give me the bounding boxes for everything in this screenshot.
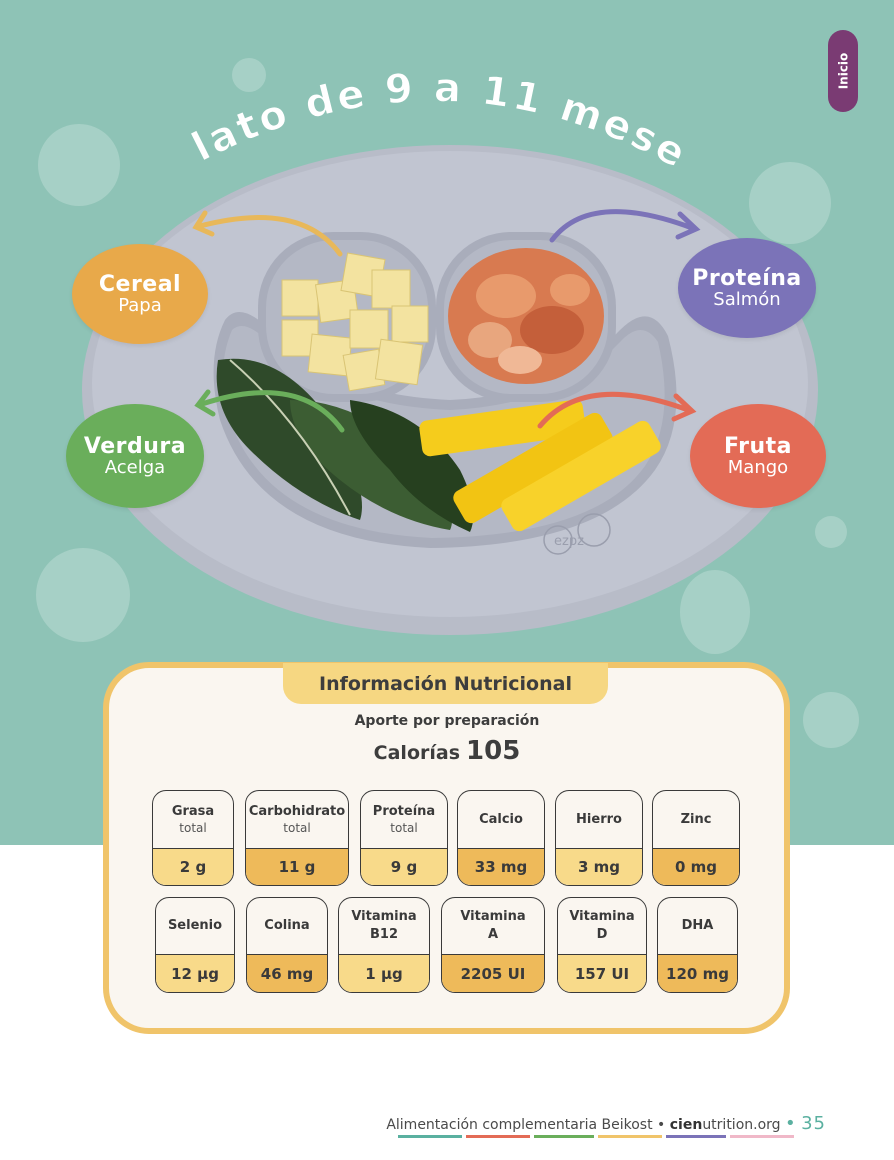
nutrient-box: Selenio 12 µg (155, 897, 235, 993)
nutrient-box: Vitamina A 2205 UI (441, 897, 545, 993)
food-group-cereal: Cereal Papa (72, 244, 208, 344)
food-group-item: Mango (727, 456, 789, 478)
nutrient-box: Proteína total 9 g (360, 790, 448, 886)
footer-brand-rest: utrition.org (702, 1117, 781, 1133)
nutrient-sub: total (179, 821, 207, 836)
nutrient-value: 11 g (246, 848, 348, 885)
nutrition-header: Información Nutricional (283, 663, 608, 704)
nutrient-box: Vitamina B12 1 µg (338, 897, 430, 993)
nutrient-value: 120 mg (658, 954, 737, 992)
nutrient-box: Hierro 3 mg (555, 790, 643, 886)
calories-line: Calorías 105 (0, 736, 894, 766)
nutrient-value: 3 mg (556, 848, 642, 885)
food-group-title: Cereal (98, 271, 182, 297)
calories-value: 105 (466, 736, 521, 766)
nutrient-box: Zinc 0 mg (652, 790, 740, 886)
page-footer: Alimentación complementaria Beikost • ci… (386, 1113, 826, 1134)
calories-label: Calorías (373, 742, 461, 764)
nutrient-value: 46 mg (247, 954, 327, 992)
decor-bubble (36, 548, 130, 642)
plate-logo-text: ezpz (554, 534, 584, 549)
nutrient-sub: B12 (370, 927, 398, 942)
food-group-title: Proteína (692, 265, 802, 291)
food-group-verdura: Verdura Acelga (66, 404, 204, 508)
plate-logo (543, 513, 611, 555)
nutrient-name: Calcio (479, 811, 523, 827)
nutrient-box: Colina 46 mg (246, 897, 328, 993)
nutrient-box: Grasa total 2 g (152, 790, 234, 886)
nutrient-name: Zinc (680, 811, 712, 827)
nutrient-name: DHA (681, 918, 714, 934)
food-group-title: Verdura (83, 433, 187, 459)
nutrient-sub: D (596, 927, 608, 942)
decor-bubble (749, 162, 831, 244)
inicio-tab[interactable]: Inicio (828, 30, 858, 112)
decor-bubble (803, 692, 859, 748)
decor-bubble (680, 570, 750, 654)
nutrient-value: 2 g (153, 848, 233, 885)
arrow-verdura (194, 389, 345, 433)
food-group-proteina: Proteína Salmón (678, 238, 816, 338)
food-group-fruta: Fruta Mango (690, 404, 826, 508)
nutrient-name: Colina (264, 918, 310, 934)
nutrient-value: 2205 UI (442, 954, 544, 992)
nutrient-value: 12 µg (156, 954, 234, 992)
nutrient-sub: total (283, 821, 311, 836)
footer-stripe (466, 1135, 530, 1138)
salmon-flakes (448, 248, 604, 384)
nutrient-value: 0 mg (653, 848, 739, 885)
nutrient-name: Vitamina (351, 909, 417, 925)
decor-bubble (232, 58, 266, 92)
nutrient-box: Vitamina D 157 UI (557, 897, 647, 993)
nutrient-name: Grasa (171, 803, 215, 819)
food-group-item: Acelga (104, 456, 166, 478)
footer-stripe (666, 1135, 726, 1138)
arrow-proteina (549, 209, 701, 243)
nutrient-value: 1 µg (339, 954, 429, 992)
footer-stripe (534, 1135, 594, 1138)
nutrient-sub: total (390, 821, 418, 836)
decor-bubble (38, 124, 120, 206)
nutrient-sub: A (487, 927, 499, 942)
chard-leaves (216, 358, 474, 532)
nutrient-name: Hierro (576, 811, 622, 827)
footer-stripe (598, 1135, 662, 1138)
food-group-item: Papa (118, 294, 162, 316)
nutrient-box: DHA 120 mg (657, 897, 738, 993)
food-group-item: Salmón (713, 288, 781, 310)
nutrient-name: Selenio (167, 918, 223, 934)
plate-illustration: Plato de 9 a 11 meses (0, 0, 818, 635)
footer-separator: • (785, 1113, 797, 1134)
nutrient-name: Carbohidrato (248, 803, 346, 819)
food-group-title: Fruta (724, 433, 792, 459)
nutrient-value: 33 mg (458, 848, 544, 885)
nutrient-name: Vitamina (460, 909, 526, 925)
nutrient-value: 9 g (361, 848, 447, 885)
page-number: 35 (801, 1113, 826, 1134)
footer-stripe (730, 1135, 794, 1138)
nutrient-name: Vitamina (569, 909, 635, 925)
nutrient-box: Calcio 33 mg (457, 790, 545, 886)
arrow-cereal (192, 210, 343, 257)
mango-sticks (419, 399, 661, 532)
page-title: Plato de 9 a 11 meses (0, 0, 696, 178)
arrow-fruta (537, 391, 697, 429)
nutrient-box: Carbohidrato total 11 g (245, 790, 349, 886)
footer-text: Alimentación complementaria Beikost • (386, 1117, 666, 1133)
footer-stripe (398, 1135, 462, 1138)
footer-brand-bold: cien (669, 1117, 703, 1133)
nutrition-subheader: Aporte por preparación (354, 713, 540, 729)
nutrient-name: Proteína (372, 803, 436, 819)
potato-cubes (281, 252, 429, 392)
decor-bubble (815, 516, 847, 548)
nutrient-value: 157 UI (558, 954, 646, 992)
